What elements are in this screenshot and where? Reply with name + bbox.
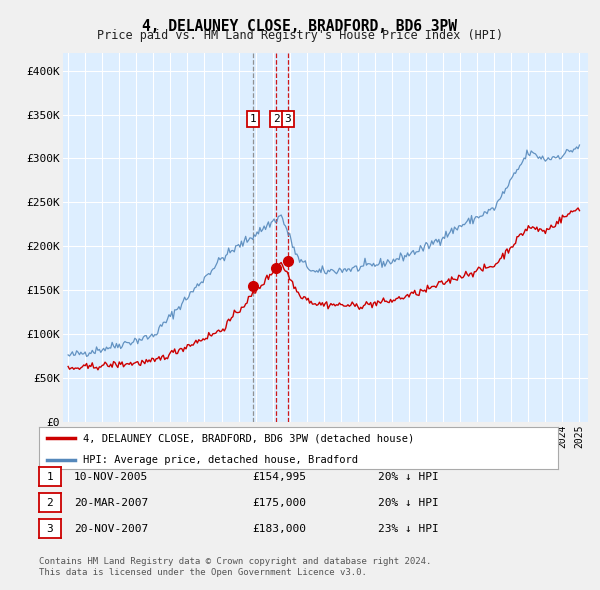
Text: £154,995: £154,995 — [252, 472, 306, 481]
Text: 20-NOV-2007: 20-NOV-2007 — [74, 524, 148, 533]
Text: 1: 1 — [250, 114, 257, 124]
Text: 10-NOV-2005: 10-NOV-2005 — [74, 472, 148, 481]
Text: 4, DELAUNEY CLOSE, BRADFORD, BD6 3PW: 4, DELAUNEY CLOSE, BRADFORD, BD6 3PW — [143, 19, 458, 34]
Text: 2: 2 — [46, 498, 53, 507]
Text: 3: 3 — [46, 524, 53, 533]
Text: HPI: Average price, detached house, Bradford: HPI: Average price, detached house, Brad… — [83, 455, 358, 465]
Text: This data is licensed under the Open Government Licence v3.0.: This data is licensed under the Open Gov… — [39, 568, 367, 577]
Text: £183,000: £183,000 — [252, 524, 306, 533]
Text: 2: 2 — [273, 114, 280, 124]
Text: 4, DELAUNEY CLOSE, BRADFORD, BD6 3PW (detached house): 4, DELAUNEY CLOSE, BRADFORD, BD6 3PW (de… — [83, 434, 415, 444]
Text: £175,000: £175,000 — [252, 498, 306, 507]
Text: Price paid vs. HM Land Registry's House Price Index (HPI): Price paid vs. HM Land Registry's House … — [97, 30, 503, 42]
Text: 20% ↓ HPI: 20% ↓ HPI — [378, 498, 439, 507]
Text: 1: 1 — [46, 472, 53, 481]
Text: 20% ↓ HPI: 20% ↓ HPI — [378, 472, 439, 481]
Text: 20-MAR-2007: 20-MAR-2007 — [74, 498, 148, 507]
Text: 3: 3 — [284, 114, 291, 124]
Text: Contains HM Land Registry data © Crown copyright and database right 2024.: Contains HM Land Registry data © Crown c… — [39, 557, 431, 566]
Text: 23% ↓ HPI: 23% ↓ HPI — [378, 524, 439, 533]
